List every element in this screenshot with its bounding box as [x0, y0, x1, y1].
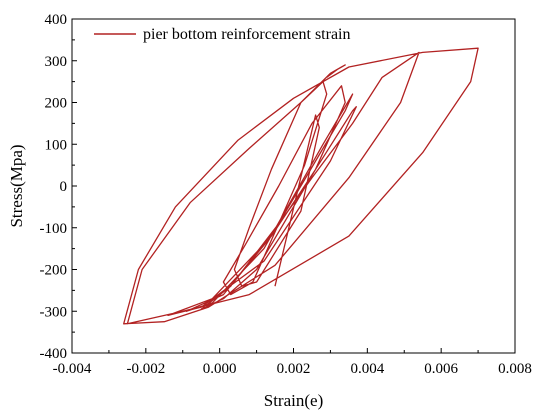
x-axis-ticks: -0.004 -0.002 0.000 0.002 0.004 0.006 0.008 — [53, 348, 532, 377]
x-axis-label: Strain(e) — [264, 391, 323, 410]
y-tick-label: 400 — [45, 12, 68, 28]
x-tick-label: 0.000 — [203, 361, 237, 377]
y-tick-label: 200 — [45, 96, 68, 112]
x-tick-label: -0.002 — [126, 361, 165, 377]
y-tick-label: -200 — [40, 263, 68, 279]
series-layer — [123, 47, 479, 325]
y-tick-label: -300 — [40, 304, 68, 320]
series-line — [123, 47, 479, 325]
legend-label: pier bottom reinforcement strain — [143, 26, 350, 43]
y-tick-label: 300 — [45, 54, 68, 70]
y-tick-label: 100 — [45, 137, 68, 153]
plot-border — [71, 18, 516, 354]
y-tick-label: -100 — [40, 221, 68, 237]
legend: pier bottom reinforcement strain — [94, 26, 350, 43]
x-tick-label: 0.008 — [498, 361, 532, 377]
x-tick-label: 0.004 — [350, 361, 384, 377]
plot-frame — [71, 18, 516, 354]
y-axis-ticks: -400 -300 -200 -100 0 100 200 300 400 — [40, 12, 77, 362]
y-tick-label: 0 — [60, 179, 68, 195]
y-tick-label: -400 — [40, 346, 68, 362]
y-axis-label: Stress(Mpa) — [7, 144, 26, 227]
x-tick-label: 0.006 — [424, 361, 458, 377]
x-tick-label: -0.004 — [53, 361, 92, 377]
x-tick-label: 0.002 — [277, 361, 311, 377]
